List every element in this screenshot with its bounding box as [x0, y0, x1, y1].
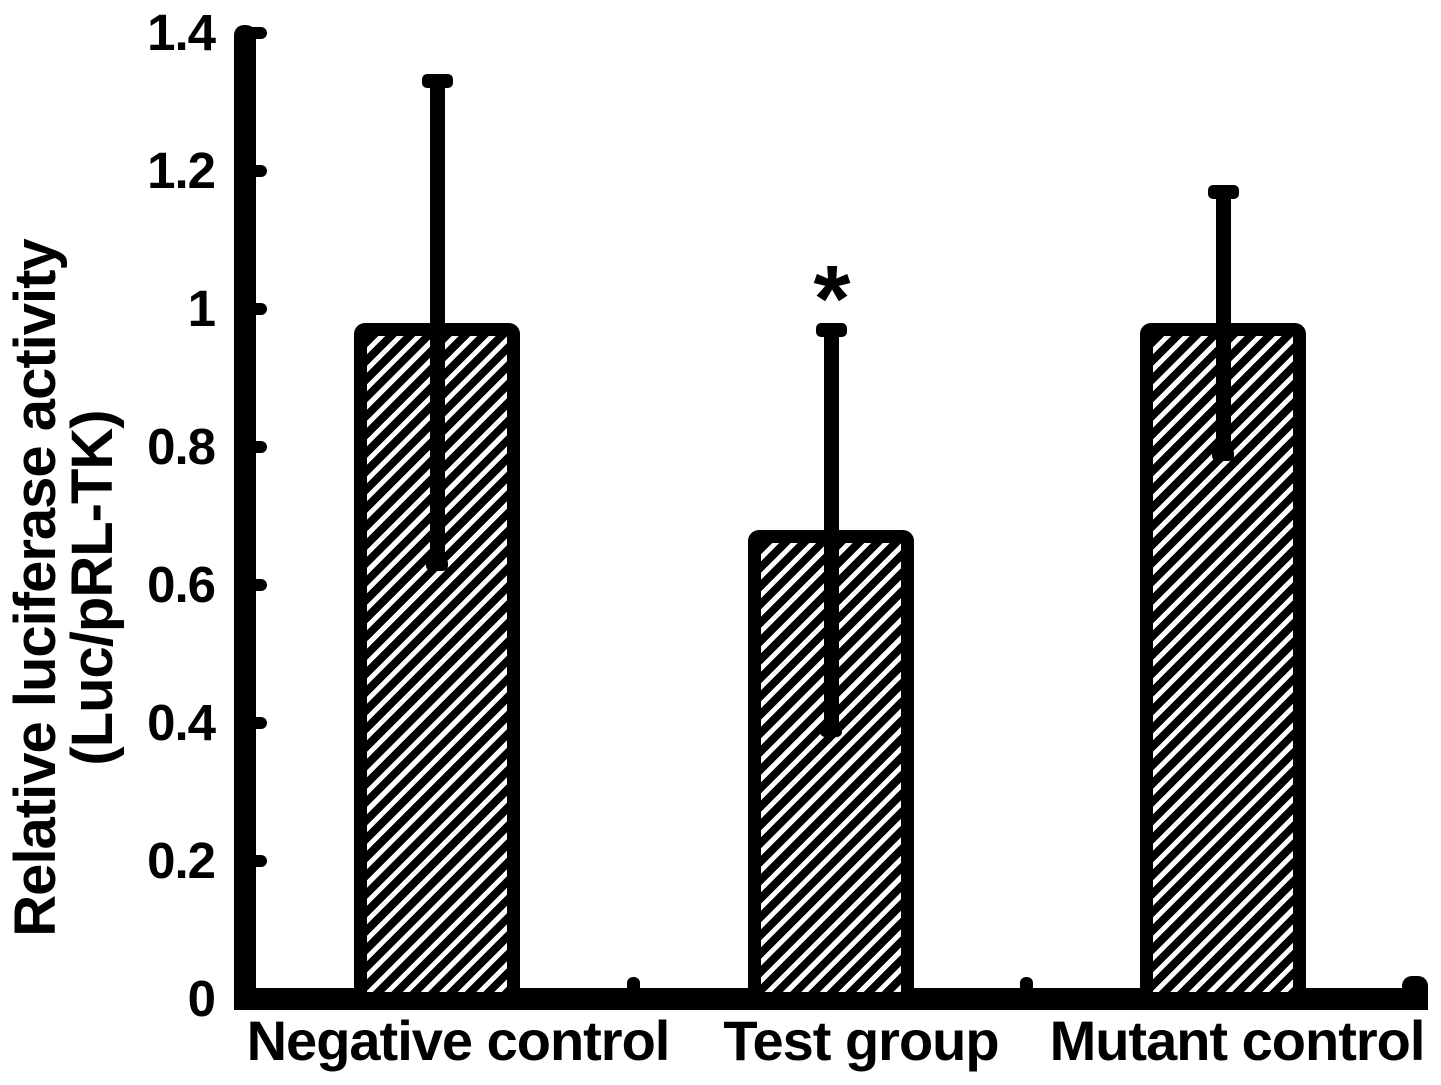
x-axis-tick: [1020, 977, 1033, 990]
error-bar-lower-cap-test-group: [820, 723, 842, 737]
y-tick-label: 0: [187, 970, 216, 1027]
error-bar-lower-cap-negative-control: [426, 558, 448, 572]
y-tick-label: 0.2: [147, 832, 216, 889]
error-bar-whisker-negative-control: [430, 81, 445, 565]
x-category-label-test-group: Test group: [723, 1009, 999, 1072]
y-axis-tick: [250, 27, 267, 39]
y-tick-label: 0.4: [147, 694, 216, 751]
y-tick-label: 1: [187, 280, 216, 337]
x-category-label-negative-control: Negative control: [246, 1009, 671, 1072]
error-bar-lower-cap-mutant-control: [1212, 447, 1234, 461]
y-axis-tick: [250, 717, 267, 729]
error-bar-whisker-test-group: [824, 329, 839, 730]
y-axis-tick: [250, 165, 267, 177]
y-axis-tick: [250, 303, 267, 315]
y-tick-label: 1.2: [147, 142, 216, 199]
x-axis-tick: [627, 977, 640, 990]
error-bar-whisker-mutant-control: [1216, 191, 1231, 454]
y-axis-line: [234, 25, 256, 1010]
y-axis-tick: [250, 579, 267, 591]
error-bar-upper-cap-negative-control: [422, 74, 453, 89]
y-tick-label: 1.4: [147, 4, 216, 61]
y-tick-label: 0.8: [147, 418, 216, 475]
error-bar-upper-cap-test-group: [816, 322, 847, 337]
y-axis-tick: [250, 855, 267, 867]
significance-marker-test-group: *: [813, 245, 851, 352]
x-category-label-mutant-control: Mutant control: [1049, 1009, 1426, 1072]
y-tick-label: 0.6: [147, 556, 216, 613]
y-axis-tick: [250, 441, 267, 453]
x-axis-end-tick: [1402, 976, 1428, 1010]
error-bar-upper-cap-mutant-control: [1208, 184, 1239, 199]
